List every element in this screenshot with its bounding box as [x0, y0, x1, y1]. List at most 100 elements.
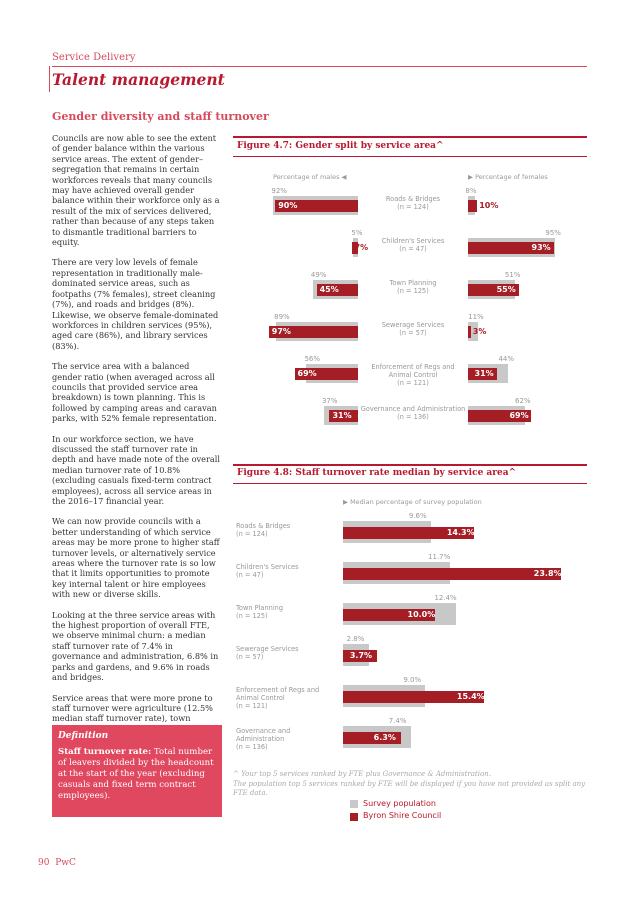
male-survey-label: 37%	[321, 397, 338, 405]
male-survey-label: 89%	[274, 313, 290, 321]
fig2-title: Figure 4.8: Staff turnover rate median b…	[237, 468, 517, 478]
female-council-bar	[468, 410, 532, 422]
male-council-label: 97%	[271, 327, 291, 336]
survey-label: 9.6%	[408, 512, 427, 520]
category-label: Town Planning (n = 125)	[389, 279, 437, 295]
fig1-right-header: ▶ Percentage of females	[468, 173, 548, 181]
figure-note: ^ Your top 5 services ranked by FTE plus…	[233, 770, 593, 799]
note-line: ^ Your top 5 services ranked by FTE plus…	[233, 770, 491, 778]
definition-title: Definition	[58, 731, 109, 741]
council-bar	[343, 650, 377, 662]
council-bar	[343, 609, 435, 621]
male-council-bar	[316, 284, 358, 296]
survey-label: 11.7%	[428, 553, 451, 561]
paragraph: The service area with a balanced gender …	[52, 361, 217, 424]
female-council-label: 31%	[474, 369, 494, 378]
definition-term: Staff turnover rate:	[58, 747, 152, 757]
paragraph: In our workforce section, we have discus…	[52, 433, 220, 506]
legend-swatch-council	[350, 813, 358, 821]
category-label: Sewerage Services (n = 57)	[381, 321, 445, 337]
male-survey-label: 49%	[310, 271, 327, 279]
male-council-bar	[268, 326, 358, 338]
female-council-label: 10%	[479, 201, 499, 210]
header-rule	[52, 66, 587, 67]
female-survey-label: 62%	[515, 397, 531, 405]
female-council-label: 93%	[531, 243, 551, 252]
female-council-bar	[468, 284, 519, 296]
council-bar	[343, 732, 401, 744]
category-label: Children's Services (n = 47)	[236, 563, 299, 579]
fig2-rule-top	[233, 464, 587, 466]
male-council-bar	[275, 200, 358, 212]
council-label: 10.0%	[407, 610, 436, 619]
header-rule-left	[49, 66, 50, 92]
fig1-rule-top	[233, 136, 587, 138]
body-text: Councils are now able to see the extent …	[52, 133, 220, 755]
female-survey-bar	[468, 322, 479, 341]
female-council-bar	[468, 200, 478, 212]
council-bar	[343, 527, 474, 539]
category-label: Children's Services (n = 47)	[381, 237, 445, 253]
council-label: 3.7%	[349, 651, 373, 660]
male-council-label: 69%	[297, 369, 317, 378]
survey-label: 12.4%	[434, 594, 457, 602]
category-label: Enforcement of Regs and Animal Control (n…	[371, 363, 455, 387]
category-label: Governance and Administration (n = 136)	[360, 405, 466, 421]
female-survey-label: 51%	[504, 271, 521, 279]
fig2-rule-bottom	[233, 483, 587, 484]
section-label: Service Delivery	[52, 52, 136, 63]
council-label: 15.4%	[456, 692, 485, 701]
category-label: Governance and Administration (n = 136)	[236, 727, 291, 751]
female-council-label: 3%	[472, 327, 487, 336]
legend-label-survey: Survey population	[363, 799, 436, 808]
female-survey-label: 95%	[545, 229, 561, 237]
male-council-bar	[294, 368, 358, 380]
male-council-label: 7%	[354, 243, 369, 252]
fig1-rule-bottom	[233, 156, 587, 157]
legend-label-council: Byron Shire Council	[363, 811, 442, 820]
council-label: 23.8%	[533, 569, 562, 578]
fig1-left-header: Percentage of males ◀	[273, 173, 347, 181]
female-council-bar	[468, 242, 554, 254]
brand-name: PwC	[55, 858, 76, 868]
male-survey-label: 5%	[351, 229, 363, 237]
paragraph: There are very low levels of female repr…	[52, 257, 219, 351]
male-council-bar	[329, 410, 358, 422]
survey-label: 9.0%	[403, 676, 422, 684]
council-label: 14.3%	[446, 528, 475, 537]
female-council-bar	[468, 368, 497, 380]
female-survey-label: 44%	[498, 355, 515, 363]
note-line: The population top 5 services ranked by …	[233, 779, 586, 798]
council-label: 6.3%	[373, 733, 396, 742]
female-council-bar	[468, 326, 471, 338]
fig2-header: ▶ Median percentage of survey population	[343, 498, 482, 506]
legend-swatch-survey	[350, 800, 358, 808]
male-council-label: 90%	[278, 201, 298, 210]
female-survey-label: 11%	[468, 313, 484, 321]
female-survey-label: 8%	[465, 187, 477, 195]
paragraph: Councils are now able to see the extent …	[52, 133, 220, 248]
council-bar	[343, 691, 484, 703]
paragraph: We can now provide councils with a bette…	[52, 516, 220, 600]
page-title: Talent management	[52, 70, 225, 89]
category-label: Town Planning (n = 125)	[236, 604, 284, 620]
page-number: 90	[38, 858, 50, 868]
subheading: Gender diversity and staff turnover	[52, 110, 269, 123]
definition-body: Total number of leavers divided by the h…	[58, 747, 214, 801]
page-footer: 90 PwC	[38, 858, 76, 868]
council-bar	[343, 568, 561, 580]
category-label: Roads & Bridges (n = 124)	[236, 522, 291, 538]
male-survey-label: 56%	[304, 355, 321, 363]
definition-box: Definition Staff turnover rate: Total nu…	[52, 725, 222, 817]
survey-label: 7.4%	[388, 717, 407, 725]
category-label: Roads & Bridges (n = 124)	[385, 195, 441, 211]
paragraph: Looking at the three service areas with …	[52, 609, 219, 683]
female-council-label: 55%	[496, 285, 516, 294]
survey-label: 2.8%	[346, 635, 365, 643]
male-council-label: 31%	[332, 411, 352, 420]
category-label: Sewerage Services (n = 57)	[236, 645, 299, 661]
category-label: Enforcement of Regs and Animal Control (n …	[236, 686, 320, 710]
male-survey-label: 92%	[271, 187, 287, 195]
male-council-bar	[351, 242, 358, 254]
definition-text: Staff turnover rate: Total number of lea…	[58, 747, 218, 802]
